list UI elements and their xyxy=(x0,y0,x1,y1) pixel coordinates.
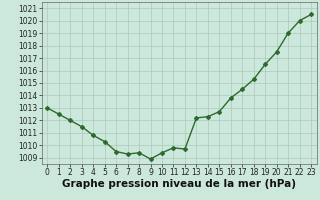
X-axis label: Graphe pression niveau de la mer (hPa): Graphe pression niveau de la mer (hPa) xyxy=(62,179,296,189)
